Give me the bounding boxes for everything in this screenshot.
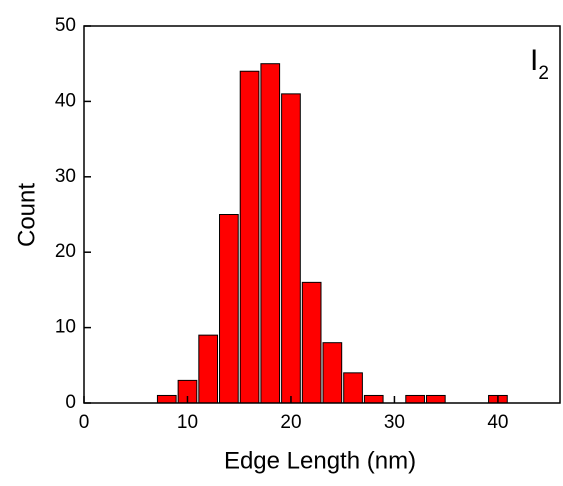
annotation: I2 bbox=[530, 44, 549, 84]
annotation-text: I bbox=[530, 44, 538, 77]
x-axis-title: Edge Length (nm) bbox=[224, 447, 416, 474]
bar bbox=[343, 372, 363, 404]
bar bbox=[260, 63, 281, 404]
bar bbox=[425, 394, 446, 404]
y-tick-label: 30 bbox=[55, 166, 76, 187]
x-tick-label: 0 bbox=[79, 412, 90, 433]
bar bbox=[363, 394, 384, 404]
x-tick-label: 40 bbox=[487, 412, 508, 433]
x-tick-label: 20 bbox=[280, 412, 301, 433]
plot-frame bbox=[83, 25, 561, 404]
bar bbox=[322, 342, 343, 404]
bar bbox=[219, 214, 239, 404]
bar bbox=[239, 70, 260, 404]
y-tick-label: 20 bbox=[55, 241, 76, 262]
x-tick-label: 30 bbox=[384, 412, 405, 433]
x-tick-label: 10 bbox=[177, 412, 198, 433]
bar bbox=[281, 93, 301, 404]
bar bbox=[156, 394, 177, 404]
y-tick-label: 50 bbox=[55, 15, 76, 36]
y-tick-label: 10 bbox=[55, 317, 76, 338]
y-tick-label: 0 bbox=[65, 392, 76, 413]
y-axis-title: Count bbox=[13, 183, 40, 247]
y-tick-label: 40 bbox=[55, 90, 76, 111]
annotation-subscript: 2 bbox=[538, 63, 549, 84]
bar bbox=[301, 281, 322, 404]
bar bbox=[405, 394, 425, 404]
bar bbox=[198, 334, 219, 404]
